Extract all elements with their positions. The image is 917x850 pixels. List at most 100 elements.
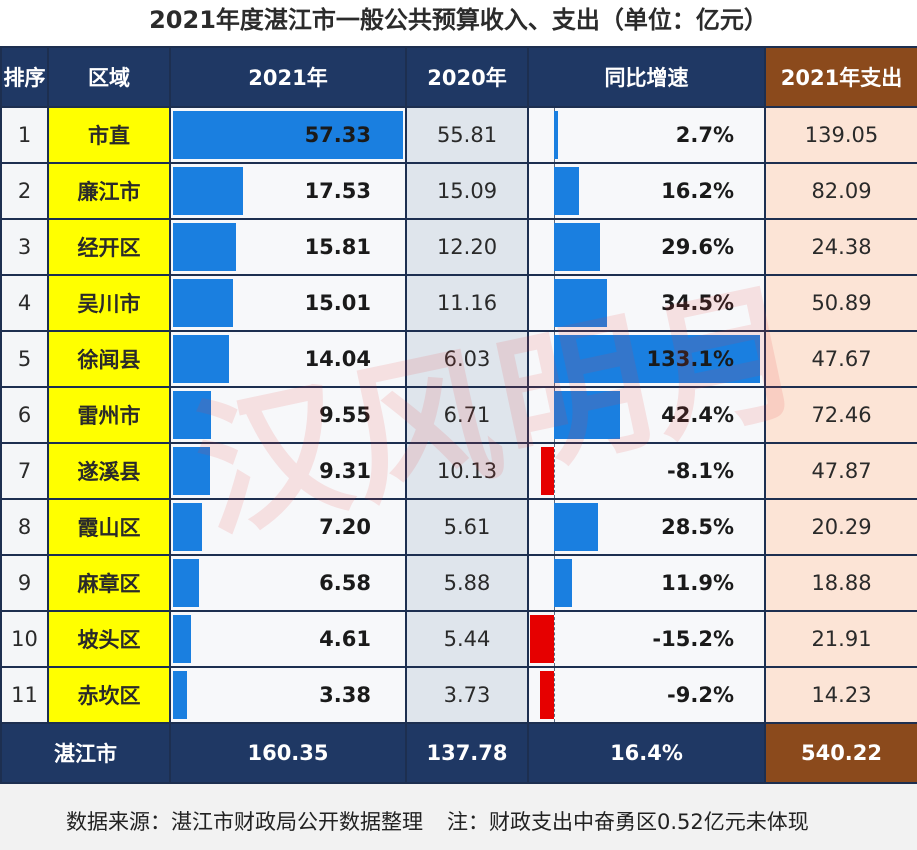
growth-label: -8.1%	[667, 459, 734, 483]
growth-cell: 28.5%	[527, 498, 766, 556]
expenditure-cell: 47.67	[764, 330, 917, 388]
revenue-2021-cell: 15.01	[169, 274, 407, 332]
region-cell: 市直	[47, 106, 171, 164]
revenue-2021-label: 15.81	[304, 235, 371, 259]
region-cell: 遂溪县	[47, 442, 171, 500]
growth-cell: -9.2%	[527, 666, 766, 724]
total-2021: 160.35	[169, 722, 407, 784]
footer-source: 数据来源：湛江市财政局公开数据整理	[66, 810, 423, 834]
revenue-2021-bar	[173, 335, 230, 383]
region-cell: 赤坎区	[47, 666, 171, 724]
growth-cell: 42.4%	[527, 386, 766, 444]
region-cell: 廉江市	[47, 162, 171, 220]
revenue-2021-bar	[173, 279, 234, 327]
header-row: 排序 区域 2021年 2020年 同比增速 2021年支出	[0, 46, 917, 108]
growth-label: 29.6%	[661, 235, 734, 259]
rank-cell: 4	[0, 274, 49, 332]
revenue-2021-label: 9.55	[319, 403, 371, 427]
revenue-2021-label: 4.61	[319, 627, 371, 651]
revenue-2020-cell: 11.16	[405, 274, 529, 332]
table-row: 5 徐闻县 14.04 6.03 133.1% 47.67	[0, 330, 917, 388]
footer-note: 注：财政支出中奋勇区0.52亿元未体现	[447, 810, 809, 834]
region-cell: 麻章区	[47, 554, 171, 612]
growth-label: -9.2%	[667, 683, 734, 707]
table-row: 2 廉江市 17.53 15.09 16.2% 82.09	[0, 162, 917, 220]
revenue-2021-cell: 14.04	[169, 330, 407, 388]
table-row: 7 遂溪县 9.31 10.13 -8.1% 47.87	[0, 442, 917, 500]
growth-bar	[554, 111, 559, 159]
rank-cell: 5	[0, 330, 49, 388]
expenditure-cell: 72.46	[764, 386, 917, 444]
total-row: 湛江市 160.35 137.78 16.4% 540.22	[0, 722, 917, 784]
table-row: 4 吴川市 15.01 11.16 34.5% 50.89	[0, 274, 917, 332]
header-rank: 排序	[0, 46, 49, 108]
revenue-2020-cell: 55.81	[405, 106, 529, 164]
budget-table: 排序 区域 2021年 2020年 同比增速 2021年支出 1 市直 57.33 5…	[0, 46, 917, 784]
revenue-2021-bar	[173, 671, 187, 719]
growth-bar	[554, 167, 580, 215]
growth-cell: 16.2%	[527, 162, 766, 220]
region-cell: 吴川市	[47, 274, 171, 332]
growth-bar	[554, 279, 608, 327]
revenue-2021-cell: 9.55	[169, 386, 407, 444]
footer: 数据来源：湛江市财政局公开数据整理 注：财政支出中奋勇区0.52亿元未体现	[0, 795, 917, 850]
revenue-2021-label: 7.20	[319, 515, 371, 539]
revenue-2021-label: 17.53	[304, 179, 371, 203]
rank-cell: 6	[0, 386, 49, 444]
region-cell: 徐闻县	[47, 330, 171, 388]
revenue-2021-label: 14.04	[304, 347, 371, 371]
revenue-2021-cell: 3.38	[169, 666, 407, 724]
revenue-2020-cell: 10.13	[405, 442, 529, 500]
growth-bar	[554, 503, 599, 551]
expenditure-cell: 24.38	[764, 218, 917, 276]
rank-cell: 1	[0, 106, 49, 164]
table-row: 9 麻章区 6.58 5.88 11.9% 18.88	[0, 554, 917, 612]
growth-label: 133.1%	[646, 347, 734, 371]
growth-label: 28.5%	[661, 515, 734, 539]
region-cell: 经开区	[47, 218, 171, 276]
growth-cell: -15.2%	[527, 610, 766, 668]
header-growth: 同比增速	[527, 46, 766, 108]
table-body: 1 市直 57.33 55.81 2.7% 139.05 2 廉江市 17.53 15.09 16.…	[0, 106, 917, 724]
growth-cell: 29.6%	[527, 218, 766, 276]
revenue-2020-cell: 5.61	[405, 498, 529, 556]
table-row: 6 雷州市 9.55 6.71 42.4% 72.46	[0, 386, 917, 444]
revenue-2021-label: 3.38	[319, 683, 371, 707]
table-row: 8 霞山区 7.20 5.61 28.5% 20.29	[0, 498, 917, 556]
table-row: 1 市直 57.33 55.81 2.7% 139.05	[0, 106, 917, 164]
rank-cell: 10	[0, 610, 49, 668]
revenue-2021-label: 15.01	[304, 291, 371, 315]
revenue-2021-cell: 7.20	[169, 498, 407, 556]
growth-bar	[554, 391, 620, 439]
expenditure-cell: 139.05	[764, 106, 917, 164]
header-expenditure: 2021年支出	[764, 46, 917, 108]
revenue-2021-label: 9.31	[319, 459, 371, 483]
revenue-2021-cell: 4.61	[169, 610, 407, 668]
total-2020: 137.78	[405, 722, 529, 784]
revenue-2020-cell: 3.73	[405, 666, 529, 724]
revenue-2021-cell: 6.58	[169, 554, 407, 612]
expenditure-cell: 14.23	[764, 666, 917, 724]
revenue-2021-cell: 17.53	[169, 162, 407, 220]
growth-cell: 11.9%	[527, 554, 766, 612]
growth-cell: 133.1%	[527, 330, 766, 388]
growth-axis	[554, 613, 555, 665]
growth-bar	[554, 335, 760, 383]
growth-cell: -8.1%	[527, 442, 766, 500]
revenue-2021-bar	[173, 167, 244, 215]
growth-bar	[554, 223, 600, 271]
revenue-2020-cell: 6.03	[405, 330, 529, 388]
rank-cell: 11	[0, 666, 49, 724]
revenue-2021-bar	[173, 559, 200, 607]
revenue-2020-cell: 6.71	[405, 386, 529, 444]
rank-cell: 8	[0, 498, 49, 556]
revenue-2021-bar	[173, 223, 237, 271]
growth-bar	[530, 615, 554, 663]
revenue-2021-cell: 57.33	[169, 106, 407, 164]
revenue-2021-bar	[173, 447, 211, 495]
growth-label: 42.4%	[661, 403, 734, 427]
total-growth: 16.4%	[527, 722, 766, 784]
total-region: 湛江市	[0, 722, 171, 784]
table-row: 3 经开区 15.81 12.20 29.6% 24.38	[0, 218, 917, 276]
expenditure-cell: 47.87	[764, 442, 917, 500]
